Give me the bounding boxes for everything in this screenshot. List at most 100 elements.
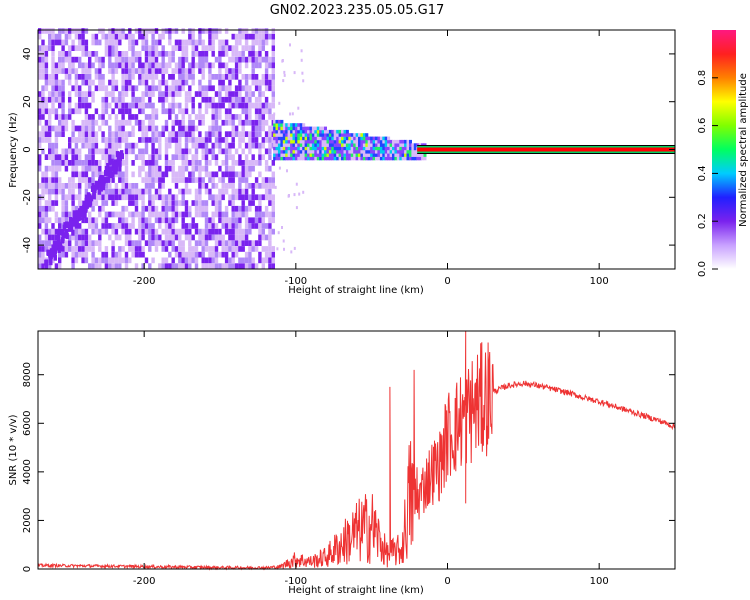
spectrogram-cell <box>262 114 265 120</box>
spectrogram-cell <box>61 68 64 74</box>
spectrogram-cell <box>51 85 54 91</box>
spectrogram-cell <box>222 120 225 126</box>
spectrogram-cell <box>262 223 265 229</box>
spectrogram-cell <box>188 212 191 218</box>
spectrogram-cell <box>118 252 121 258</box>
spectrogram-cell <box>212 177 215 183</box>
spectrogram-cell <box>38 154 41 160</box>
spectrogram-cell <box>61 63 64 69</box>
spectrogram-cell <box>131 114 134 120</box>
spectrogram-cell <box>188 149 191 155</box>
spectrogram-cell <box>238 34 241 40</box>
spectrogram-cell <box>91 34 94 40</box>
spectrogram-cell <box>121 51 124 57</box>
spectrogram-cell <box>101 34 104 40</box>
spectrogram-cell <box>255 223 258 229</box>
spectrogram-cell <box>95 137 98 143</box>
spectrogram-cell <box>101 229 104 235</box>
spectrogram-cell <box>118 194 121 200</box>
spectrogram-cell <box>101 258 104 264</box>
spectrogram-cell <box>141 212 144 218</box>
spectrogram-cell <box>108 57 111 63</box>
spectrogram-cell <box>118 246 121 252</box>
spectrogram-cell <box>75 34 78 40</box>
spectrogram-cell <box>208 74 211 80</box>
spectrogram-cell <box>238 91 241 97</box>
spectrogram-cell <box>55 160 58 166</box>
spectrogram-cell <box>235 149 238 155</box>
spectrogram-cell <box>182 85 185 91</box>
spectrogram-cell <box>255 131 258 137</box>
y-tick-label: 8000 <box>22 362 33 387</box>
spectrogram-cell <box>38 137 41 143</box>
y-tick-label: 0 <box>22 146 33 152</box>
spectrogram-cell <box>111 212 114 218</box>
spectrogram-cell <box>88 51 91 57</box>
spectrogram-cell <box>248 166 251 172</box>
spectrogram-cell <box>138 97 141 103</box>
y-tick-label: 0 <box>22 566 33 572</box>
spectrogram-cell <box>182 166 185 172</box>
spectrogram-cell <box>228 235 231 241</box>
spectrogram-cell <box>192 97 195 103</box>
spectrogram-cell <box>245 223 248 229</box>
spectrogram-cell <box>68 160 71 166</box>
spectrogram-cell <box>185 131 188 137</box>
spectrogram-cell <box>268 154 271 160</box>
spectrogram-cell <box>175 114 178 120</box>
spectrogram-cell <box>121 223 124 229</box>
spectrogram-cell <box>185 80 188 86</box>
spectrogram-cell <box>232 45 235 51</box>
x-tick-label: 100 <box>590 576 609 587</box>
spectrogram-cell <box>242 103 245 109</box>
spectrogram-cell <box>81 40 84 46</box>
spectrogram-cell <box>88 197 91 203</box>
spectrogram-cell <box>168 229 171 235</box>
spectrogram-cell <box>118 189 121 195</box>
spectrogram-cell <box>212 252 215 258</box>
spectrogram-cell <box>272 263 275 269</box>
spectrogram-cell <box>255 63 258 69</box>
spectrogram-cell <box>192 131 195 137</box>
spectrogram-cell <box>148 91 151 97</box>
spectrogram-cell <box>165 258 168 264</box>
spectrogram-cell <box>255 160 258 166</box>
spectrogram-cell <box>51 74 54 80</box>
spectrogram-cell <box>258 40 261 46</box>
spectrogram-cell <box>175 143 178 149</box>
spectrogram-cell <box>45 154 48 160</box>
spectrogram-cell <box>225 212 228 218</box>
spectrogram-cell <box>38 28 41 34</box>
spectrogram-cell <box>131 160 134 166</box>
spectrogram-cell <box>248 120 251 126</box>
spectrogram-cell <box>81 80 84 86</box>
spectrogram-cell <box>222 63 225 69</box>
spectrogram-cell <box>195 223 198 229</box>
spectrogram-cell <box>151 206 154 212</box>
spectrogram-cell <box>162 51 165 57</box>
spectrogram-cell <box>238 80 241 86</box>
spectrogram-cell <box>162 212 165 218</box>
spectrogram-cell <box>235 68 238 74</box>
spectrogram-cell <box>45 97 48 103</box>
spectrogram-cell <box>272 177 275 183</box>
spectrogram-cell <box>232 206 235 212</box>
spectrogram-cell <box>205 149 208 155</box>
spectrogram-cell <box>172 229 175 235</box>
spectrogram-cell <box>115 80 118 86</box>
spectrogram-cell <box>108 137 111 143</box>
spectrogram-cell <box>252 28 255 34</box>
spectrogram-cell <box>258 45 261 51</box>
spectrogram-cell <box>215 28 218 34</box>
spectrogram-cell <box>65 240 68 246</box>
spectrogram-cell <box>185 45 188 51</box>
spectrogram-cell <box>272 258 275 264</box>
spectrogram-cell <box>145 177 148 183</box>
spectrogram-cell <box>178 200 181 206</box>
spectrogram-cell <box>238 28 241 34</box>
spectrogram-cell <box>121 177 124 183</box>
spectrogram-cell <box>272 34 275 40</box>
spectrogram-cell <box>111 240 114 246</box>
spectrogram-cell <box>198 68 201 74</box>
spectrogram-cell <box>175 217 178 223</box>
